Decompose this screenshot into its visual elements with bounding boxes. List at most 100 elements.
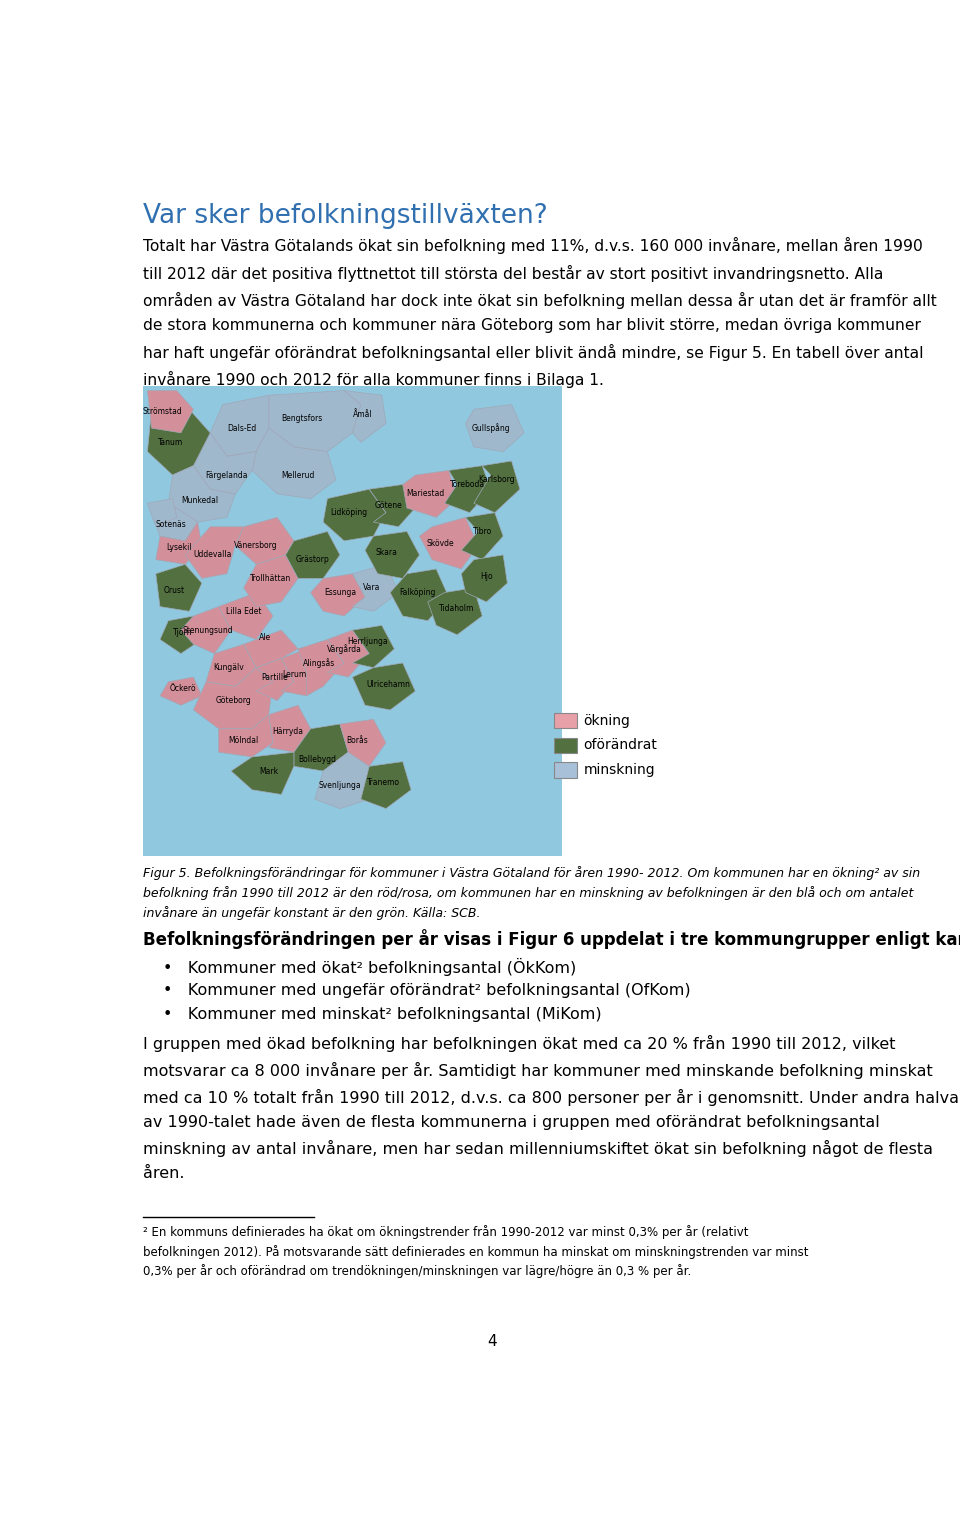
Text: Stenungsund: Stenungsund (182, 626, 233, 635)
Polygon shape (344, 391, 386, 442)
Text: Värgårda: Värgårda (326, 644, 362, 654)
Polygon shape (194, 668, 273, 729)
Polygon shape (256, 659, 294, 700)
Text: Öckerö: Öckerö (170, 685, 196, 694)
Text: Dals-Ed: Dals-Ed (227, 424, 256, 433)
Text: Alingsås: Alingsås (303, 658, 335, 668)
Polygon shape (244, 554, 299, 606)
Text: Bollebygd: Bollebygd (298, 754, 336, 764)
Text: Mölndal: Mölndal (228, 736, 259, 745)
Text: Ulricehamn: Ulricehamn (366, 680, 410, 689)
Polygon shape (168, 465, 235, 523)
Text: Tidaholm: Tidaholm (440, 604, 475, 614)
Text: Åmål: Åmål (353, 409, 372, 418)
Text: Götene: Götene (374, 501, 402, 511)
Text: Totalt har Västra Götalands ökat sin befolkning med 11%, d.v.s. 160 000 invånare: Totalt har Västra Götalands ökat sin bef… (143, 238, 937, 388)
Polygon shape (324, 489, 386, 541)
Text: Grästorp: Grästorp (296, 554, 329, 564)
Text: I gruppen med ökad befolkning har befolkningen ökat med ca 20 % från 1990 till 2: I gruppen med ökad befolkning har befolk… (143, 1035, 960, 1180)
Text: Tranemo: Tranemo (368, 779, 400, 788)
Polygon shape (148, 498, 177, 527)
Text: Essunga: Essunga (324, 588, 356, 597)
Text: Bengtsfors: Bengtsfors (281, 414, 323, 423)
Polygon shape (185, 527, 244, 579)
Polygon shape (403, 470, 457, 517)
Text: •   Kommuner med minskat² befolkningsantal (MiKom): • Kommuner med minskat² befolkningsantal… (162, 1007, 601, 1023)
Text: Skara: Skara (375, 548, 396, 558)
Polygon shape (231, 753, 294, 794)
Text: Var sker befolkningstillväxten?: Var sker befolkningstillväxten? (143, 203, 548, 229)
Polygon shape (219, 715, 273, 758)
Text: Lerum: Lerum (282, 670, 306, 679)
Text: Befolkningsförändringen per år visas i Figur 6 uppdelat i tre kommungrupper enli: Befolkningsförändringen per år visas i F… (143, 929, 960, 948)
Polygon shape (252, 429, 336, 498)
Text: Mariestad: Mariestad (407, 489, 444, 498)
Polygon shape (352, 564, 398, 612)
Text: Karlsborg: Karlsborg (479, 476, 516, 485)
Polygon shape (462, 512, 503, 559)
Polygon shape (466, 405, 524, 451)
Text: Uddevalla: Uddevalla (193, 550, 231, 559)
Bar (554, 762, 577, 777)
Text: minskning: minskning (584, 764, 655, 777)
Text: •   Kommuner med ungefär oförändrat² befolkningsantal (OfKom): • Kommuner med ungefär oförändrat² befol… (162, 983, 690, 997)
Text: Göteborg: Göteborg (215, 695, 252, 704)
Text: Mark: Mark (259, 767, 278, 776)
Text: Tjörn: Tjörn (173, 627, 193, 636)
Text: oförändrat: oförändrat (584, 738, 658, 753)
Text: Strömstad: Strömstad (142, 408, 182, 417)
Polygon shape (156, 523, 202, 564)
Polygon shape (444, 465, 491, 512)
Text: Sotenäs: Sotenäs (156, 520, 186, 529)
Polygon shape (285, 532, 340, 579)
Text: 4: 4 (487, 1333, 497, 1348)
Text: Vara: Vara (363, 583, 380, 592)
Polygon shape (299, 639, 344, 695)
Text: Ale: Ale (258, 633, 271, 642)
Text: Tanum: Tanum (157, 438, 183, 447)
Polygon shape (462, 554, 507, 601)
Polygon shape (336, 720, 386, 767)
Text: ² En kommuns definierades ha ökat om ökningstrender från 1990-2012 var minst 0,3: ² En kommuns definierades ha ökat om ökn… (143, 1226, 808, 1279)
Text: •   Kommuner med ökat² befolkningsantal (ÖkKom): • Kommuner med ökat² befolkningsantal (Ö… (162, 957, 576, 976)
Polygon shape (269, 706, 311, 753)
Text: Färgelanda: Färgelanda (205, 471, 249, 480)
Text: Härryda: Härryda (272, 727, 303, 736)
Text: Lysekil: Lysekil (166, 544, 192, 553)
Polygon shape (244, 630, 299, 668)
Text: Orust: Orust (164, 586, 185, 595)
Text: Lilla Edet: Lilla Edet (226, 608, 261, 615)
Text: Svenljunga: Svenljunga (319, 780, 361, 789)
Bar (554, 714, 577, 729)
Text: Falköping: Falköping (399, 588, 436, 597)
Polygon shape (361, 762, 411, 809)
Text: Skövde: Skövde (426, 539, 454, 548)
Polygon shape (152, 508, 198, 541)
Text: Figur 5. Befolkningsförändringar för kommuner i Västra Götaland för åren 1990- 2: Figur 5. Befolkningsförändringar för kom… (143, 865, 921, 920)
Bar (143, 386, 562, 856)
Polygon shape (219, 592, 273, 639)
Polygon shape (235, 517, 294, 564)
Text: Borås: Borås (346, 736, 368, 745)
Polygon shape (281, 648, 324, 695)
Polygon shape (210, 395, 269, 456)
Text: Partille: Partille (262, 673, 288, 682)
Polygon shape (370, 485, 416, 527)
Polygon shape (160, 677, 202, 706)
Polygon shape (269, 391, 361, 451)
Polygon shape (474, 461, 520, 512)
Text: Munkedal: Munkedal (181, 497, 218, 506)
Text: Gullspång: Gullspång (471, 423, 510, 433)
Polygon shape (352, 664, 416, 711)
Polygon shape (148, 391, 194, 433)
Polygon shape (160, 617, 202, 653)
Text: Tibro: Tibro (472, 527, 492, 536)
Text: Mellerud: Mellerud (281, 471, 315, 480)
Text: Herrljunga: Herrljunga (347, 638, 388, 647)
Polygon shape (180, 606, 231, 653)
Text: Kungälv: Kungälv (214, 664, 245, 673)
Polygon shape (294, 724, 348, 771)
Text: ökning: ökning (584, 714, 631, 727)
Polygon shape (315, 753, 370, 809)
Bar (554, 738, 577, 753)
